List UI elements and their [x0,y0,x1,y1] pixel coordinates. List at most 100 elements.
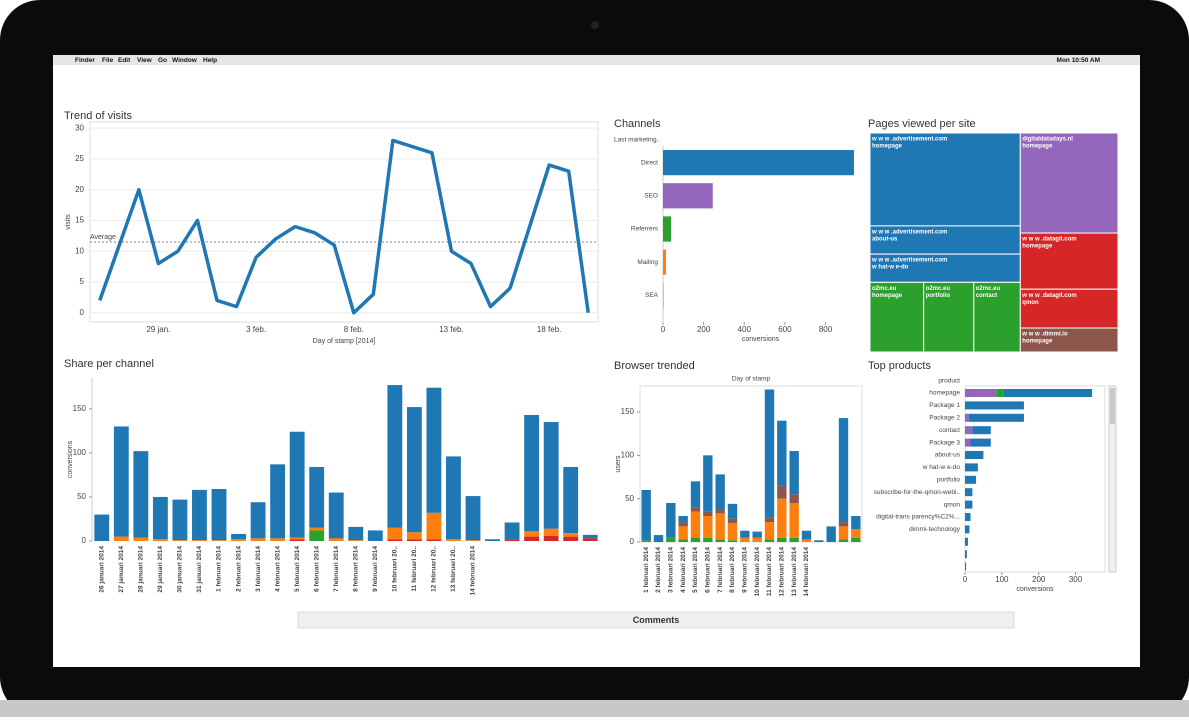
x-tick-label: 4 februari 2014 [680,547,687,593]
bar-segment [740,530,750,538]
tile-site: w w w .advertisement.com [871,137,947,143]
tile [1019,288,1119,329]
y-tick-label: 10 [75,246,84,255]
bar-segment [653,535,664,542]
bar-segment [703,455,713,512]
x-tick-label: 27 januari 2014 [118,546,125,593]
tile-site: o2mc.eu [926,286,951,292]
x-tick-label: 0 [963,575,968,584]
tile-page: w hat-w e-do [871,265,909,271]
bar-segment [678,526,688,540]
bar [663,249,667,275]
bar-segment [777,537,787,542]
bar-segment [289,431,305,538]
y-tick-label: Direct [641,159,658,166]
bar-segment [965,438,971,447]
menu-item: File [102,57,114,64]
y-tick-label: 0 [630,537,635,546]
bar-segment [838,418,849,523]
tile-page: contact [976,293,997,299]
y-axis-label: visits [65,214,72,230]
bar-segment [789,537,799,542]
y-tick-label: 100 [621,450,635,459]
x-tick-label: 10 februari 2014 [754,547,761,597]
bar-segment [524,415,540,532]
x-tick-label: 6 februari 2014 [705,547,712,593]
scroll-thumb [1110,388,1115,424]
x-axis-label: conversions [742,336,780,343]
bar-segment [465,496,481,541]
bar-segment [777,498,787,538]
bar-segment [764,389,775,518]
x-tick-label: 7 februari 2014 [717,547,724,593]
y-tick-label: SEO [644,193,658,200]
bar-segment [211,540,227,541]
chart-title: Share per channel [64,358,154,370]
menu-item: Help [203,57,217,64]
comments-bar[interactable] [297,611,1015,629]
bar-segment [996,389,1004,397]
bar-segment [838,526,849,540]
bar-segment [543,422,559,529]
bar-segment [446,456,461,540]
x-tick-label: 7 februari 2014 [333,546,340,592]
tile-page: homepage [1022,144,1053,150]
plot-frame [89,121,599,323]
bar-segment [851,537,861,542]
bar-segment [172,499,188,541]
y-axis-label: users [615,455,622,473]
bar-segment [970,438,991,447]
y-tick-label: 50 [625,494,634,503]
bar-segment [289,539,305,541]
comments-label: Comments [633,615,680,625]
x-tick-label: 200 [697,325,711,334]
y-tick-label: Package 3 [929,439,960,446]
tile-site: w w w .dimmi.io [1021,332,1068,338]
header: Day of stamp [732,376,771,383]
bar-segment [426,539,442,541]
scrollbar [1108,385,1117,573]
menu-item: Go [158,57,167,64]
y-tick-label: dimmi-technology [909,526,961,533]
x-tick-label: 1 februari 2014 [643,547,650,593]
bar-segment [133,451,149,538]
tile-site: w w w .advertisement.com [871,258,947,264]
bar-segment [972,426,991,435]
bar-segment [703,511,713,516]
bar-segment [678,539,688,542]
y-tick-label: 0 [80,308,85,317]
bar-segment [250,502,266,539]
bar-segment [172,540,188,541]
tile [869,281,925,353]
bar-segment [965,389,997,397]
y-tick-label: portfolio [937,477,961,484]
tile [869,253,1021,283]
plot-frame [639,385,863,543]
average-label: Average [90,234,116,241]
x-tick-label: 11 februari 20.. [411,546,418,592]
y-tick-label: Referrers [631,226,659,233]
clock: Mon 10:50 AM [1057,57,1100,64]
x-tick-label: 6 februari 2014 [313,546,320,592]
bar-segment [641,540,651,542]
bar-segment [838,522,849,527]
bar-segment [690,507,701,512]
bar-segment [727,522,738,541]
y-tick-label: w hat-w e-do [922,464,961,471]
menu-item: View [137,57,153,64]
x-tick-label: 600 [778,325,792,334]
bar [663,282,664,309]
bar-segment [965,451,984,459]
bar-segment [524,531,540,537]
y-tick-label: homepage [929,390,960,397]
bar-segment [965,426,973,435]
x-tick-label: 800 [819,325,833,334]
y-tick-label: 25 [75,154,84,163]
y-tick-label: 15 [75,216,84,225]
tile-site: digitaldatadays.nl [1022,137,1073,143]
x-tick-label: 10 februari 20.. [392,546,399,592]
bar-segment [690,511,701,538]
bar-segment [582,534,598,539]
chart-title: Trend of visits [64,110,133,122]
